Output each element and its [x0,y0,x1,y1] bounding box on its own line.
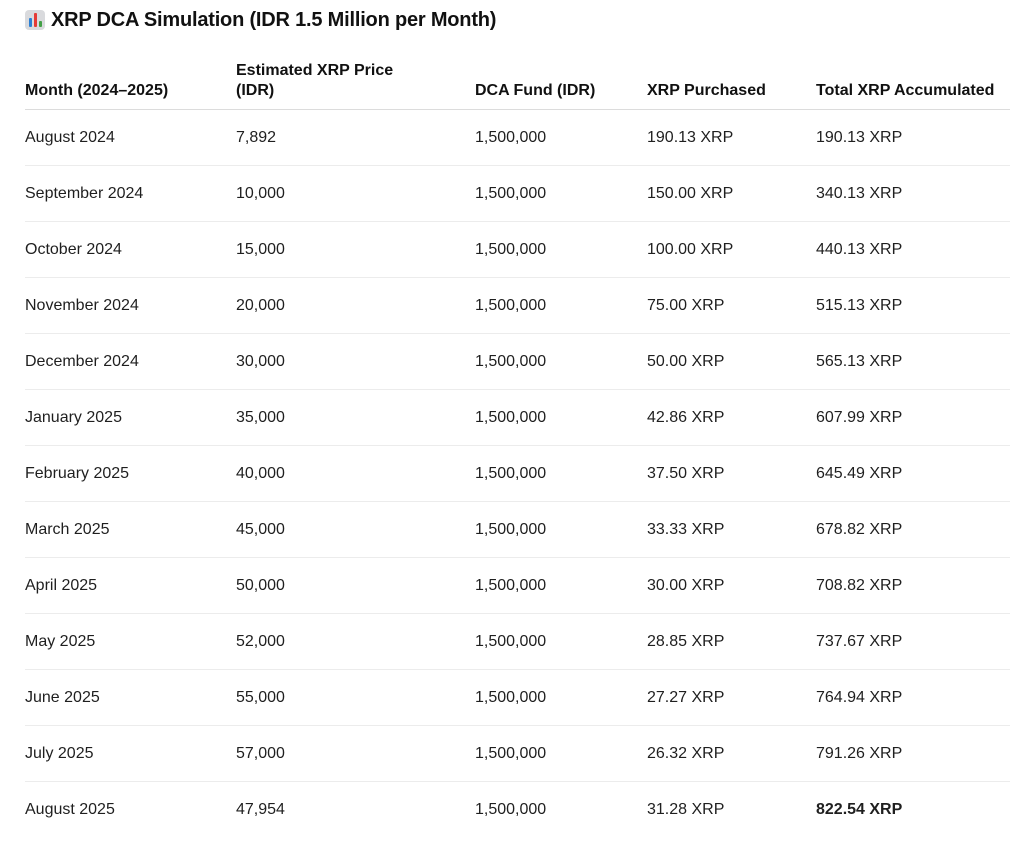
estimated-price-cell: 35,000 [236,389,475,446]
table-row: February 2025 40,000 1,500,000 37.50 XRP 645… [25,445,1010,502]
header-xrp-purchased: XRP Purchased [647,47,816,110]
title-row: XRP DCA Simulation (IDR 1.5 Million per … [25,5,496,35]
total-xrp-cell: 737.67 XRP [816,613,1010,670]
total-xrp-cell: 822.54 XRP [816,800,903,818]
header-estimated-price: Estimated XRP Price (IDR) [236,47,475,110]
month-cell: May 2025 [25,613,236,670]
month-cell: August 2025 [25,800,115,818]
xrp-purchased-cell: 37.50 XRP [647,445,816,502]
table-row: December 2024 30,000 1,500,000 50.00 XRP 565… [25,333,1010,390]
estimated-price-cell: 10,000 [236,165,475,222]
xrp-purchased-cell: 27.27 XRP [647,669,816,726]
month-cell: December 2024 [25,333,236,390]
xrp-purchased-cell: 150.00 XRP [647,165,816,222]
total-xrp-cell: 440.13 XRP [816,221,1010,278]
estimated-price-cell: 20,000 [236,277,475,334]
table-row: September 2024 10,000 1,500,000 150.00 XRP 3… [25,165,1010,222]
xrp-purchased-cell: 75.00 XRP [647,277,816,334]
bar-chart-icon [25,10,45,30]
table-row: October 2024 15,000 1,500,000 100.00 XRP 440… [25,221,1010,278]
table-body: August 2024 7,892 1,500,000 190.13 XRP 190.1… [25,109,1010,838]
table-row: August 2025 47,954 1,500,000 31.28 XRP 822.5… [25,782,1010,838]
dca-fund-cell: 1,500,000 [475,165,647,222]
dca-fund-cell: 1,500,000 [475,221,647,278]
xrp-purchased-cell: 190.13 XRP [647,109,816,166]
month-cell: June 2025 [25,669,236,726]
dca-fund-cell: 1,500,000 [475,725,647,782]
header-total-xrp: Total XRP Accumulated [816,47,1010,110]
estimated-price-cell: 7,892 [236,109,475,166]
estimated-price-cell: 55,000 [236,669,475,726]
month-cell: October 2024 [25,221,236,278]
total-xrp-cell: 515.13 XRP [816,277,1010,334]
estimated-price-cell: 50,000 [236,557,475,614]
header-dca-fund: DCA Fund (IDR) [475,47,647,110]
xrp-purchased-cell: 42.86 XRP [647,389,816,446]
dca-table: Month (2024–2025) Estimated XRP Price (I… [25,47,1010,837]
total-xrp-cell: 645.49 XRP [816,445,1010,502]
dca-fund-cell: 1,500,000 [475,800,547,818]
dca-fund-cell: 1,500,000 [475,613,647,670]
table-row: May 2025 52,000 1,500,000 28.85 XRP 737.67 X… [25,613,1010,670]
icon-bar [34,13,37,27]
xrp-purchased-cell: 50.00 XRP [647,333,816,390]
table-row: November 2024 20,000 1,500,000 75.00 XRP 515… [25,277,1010,334]
icon-bar [29,18,32,27]
total-xrp-cell: 678.82 XRP [816,501,1010,558]
estimated-price-cell: 30,000 [236,333,475,390]
month-cell: January 2025 [25,389,236,446]
table-row: August 2024 7,892 1,500,000 190.13 XRP 190.1… [25,109,1010,166]
total-xrp-cell: 764.94 XRP [816,669,1010,726]
month-cell: February 2025 [25,445,236,502]
dca-fund-cell: 1,500,000 [475,333,647,390]
table-row: March 2025 45,000 1,500,000 33.33 XRP 678.82… [25,501,1010,558]
table-row: June 2025 55,000 1,500,000 27.27 XRP 764.94 … [25,669,1010,726]
estimated-price-cell: 45,000 [236,501,475,558]
xrp-purchased-cell: 33.33 XRP [647,501,816,558]
table-header: Month (2024–2025) Estimated XRP Price (I… [25,47,1010,110]
total-xrp-cell: 340.13 XRP [816,165,1010,222]
xrp-purchased-cell: 28.85 XRP [647,613,816,670]
dca-fund-cell: 1,500,000 [475,501,647,558]
month-cell: April 2025 [25,557,236,614]
estimated-price-cell: 57,000 [236,725,475,782]
estimated-price-cell: 52,000 [236,613,475,670]
xrp-purchased-cell: 31.28 XRP [647,800,725,818]
header-row: Month (2024–2025) Estimated XRP Price (I… [25,47,1010,110]
total-xrp-cell: 708.82 XRP [816,557,1010,614]
estimated-price-cell: 15,000 [236,221,475,278]
dca-fund-cell: 1,500,000 [475,557,647,614]
xrp-purchased-cell: 100.00 XRP [647,221,816,278]
month-cell: August 2024 [25,109,236,166]
xrp-purchased-cell: 30.00 XRP [647,557,816,614]
month-cell: November 2024 [25,277,236,334]
table-row: July 2025 57,000 1,500,000 26.32 XRP 791.26 … [25,725,1010,782]
dca-fund-cell: 1,500,000 [475,277,647,334]
table-row: January 2025 35,000 1,500,000 42.86 XRP 607.… [25,389,1010,446]
dca-fund-cell: 1,500,000 [475,445,647,502]
total-xrp-cell: 190.13 XRP [816,109,1010,166]
dca-fund-cell: 1,500,000 [475,389,647,446]
page-title: XRP DCA Simulation (IDR 1.5 Million per … [51,8,497,31]
month-cell: September 2024 [25,165,236,222]
total-xrp-cell: 791.26 XRP [816,725,1010,782]
dca-fund-cell: 1,500,000 [475,109,647,166]
estimated-price-cell: 47,954 [236,800,285,818]
icon-bar [39,21,42,27]
month-cell: March 2025 [25,501,236,558]
dca-fund-cell: 1,500,000 [475,669,647,726]
estimated-price-cell: 40,000 [236,445,475,502]
total-xrp-cell: 565.13 XRP [816,333,1010,390]
xrp-purchased-cell: 26.32 XRP [647,725,816,782]
table-row: April 2025 50,000 1,500,000 30.00 XRP 708.82… [25,557,1010,614]
total-xrp-cell: 607.99 XRP [816,389,1010,446]
header-month: Month (2024–2025) [25,47,236,110]
month-cell: July 2025 [25,725,236,782]
